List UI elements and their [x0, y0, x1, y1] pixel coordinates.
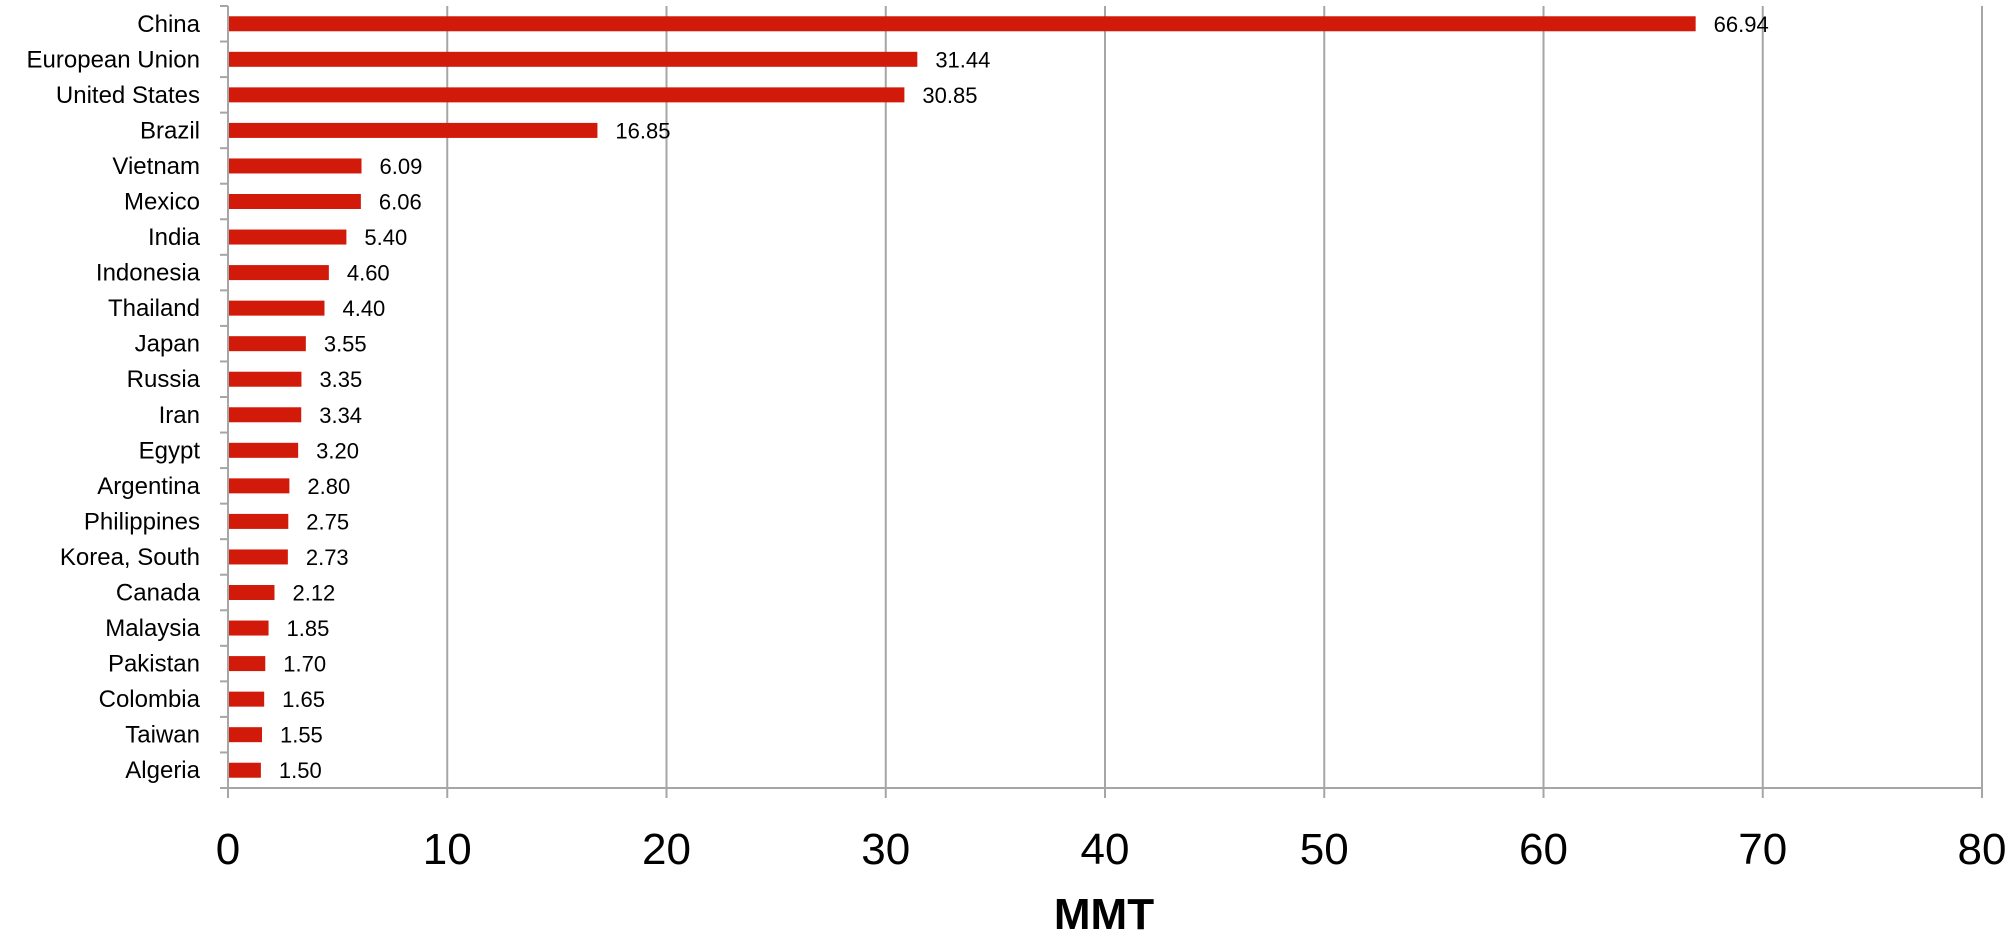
x-tick-label: 0 — [216, 825, 240, 874]
value-label: 5.40 — [364, 225, 407, 250]
bar — [228, 656, 266, 672]
category-labels: China European Union United States Brazil Vi… — [27, 11, 201, 784]
bar — [228, 229, 347, 245]
value-label: 2.12 — [292, 581, 335, 606]
x-tick-label: 30 — [861, 825, 910, 874]
category-label: Malaysia — [105, 615, 200, 642]
value-label: 3.34 — [319, 403, 362, 428]
value-label: 1.50 — [279, 758, 322, 783]
gridlines — [446, 6, 1983, 788]
value-label: 1.65 — [282, 687, 325, 712]
value-label: 4.60 — [347, 261, 390, 286]
bar — [228, 691, 265, 707]
category-label: Japan — [135, 331, 200, 358]
value-label: 1.70 — [283, 652, 326, 677]
value-label: 1.85 — [287, 616, 330, 641]
value-label: 3.55 — [324, 332, 367, 357]
category-label: Taiwan — [125, 722, 200, 749]
category-label: Korea, South — [60, 544, 200, 571]
value-label: 2.80 — [307, 474, 350, 499]
bar — [228, 87, 905, 103]
value-label: 31.44 — [935, 47, 990, 72]
x-tick-label: 60 — [1519, 825, 1568, 874]
bar — [228, 549, 288, 565]
bar — [228, 122, 598, 138]
bar — [228, 158, 362, 174]
category-label: United States — [56, 82, 200, 109]
axes — [220, 5, 1983, 798]
category-label: India — [148, 224, 201, 251]
value-label: 3.20 — [316, 438, 359, 463]
value-label: 66.94 — [1714, 12, 1769, 37]
bar — [228, 727, 262, 743]
x-tick-label: 20 — [642, 825, 691, 874]
category-label: Argentina — [97, 473, 200, 500]
category-label: European Union — [27, 46, 200, 73]
category-label: Brazil — [140, 117, 200, 144]
category-label: Indonesia — [96, 260, 201, 287]
category-label: Colombia — [99, 686, 201, 713]
category-label: Canada — [116, 580, 201, 607]
x-tick-label: 50 — [1300, 825, 1349, 874]
value-labels: 66.94 31.44 30.85 16.85 6.09 6.06 5.40 4.60 4.40… — [279, 12, 1769, 783]
bar — [228, 442, 299, 458]
value-label: 1.55 — [280, 723, 323, 748]
category-label: Algeria — [125, 757, 200, 784]
category-label: Vietnam — [112, 153, 200, 180]
category-label: Egypt — [139, 437, 201, 464]
category-label: Russia — [127, 366, 201, 393]
value-label: 16.85 — [615, 118, 670, 143]
value-label: 3.35 — [319, 367, 362, 392]
value-label: 6.06 — [379, 190, 422, 215]
bar — [228, 265, 329, 281]
bar — [228, 194, 361, 209]
value-label: 6.09 — [380, 154, 423, 179]
bar — [228, 336, 306, 352]
category-label: Thailand — [108, 295, 200, 322]
category-label: Pakistan — [108, 651, 200, 678]
x-tick-label: 40 — [1081, 825, 1130, 874]
category-label: Iran — [159, 402, 200, 429]
bar — [228, 762, 261, 778]
x-tick-label: 80 — [1958, 825, 2007, 874]
value-label: 4.40 — [342, 296, 385, 321]
bar — [228, 371, 302, 387]
bar — [228, 513, 289, 529]
x-tick-label: 10 — [423, 825, 472, 874]
value-label: 2.75 — [306, 509, 349, 534]
category-label: China — [137, 11, 200, 38]
x-tick-label: 70 — [1738, 825, 1787, 874]
bar — [228, 478, 290, 494]
bar — [228, 407, 302, 423]
bar — [228, 620, 269, 636]
bars — [228, 16, 1696, 778]
value-label: 30.85 — [922, 83, 977, 108]
x-tick-labels: 0 10 20 30 40 50 60 70 80 — [216, 825, 2007, 874]
bar — [228, 300, 325, 316]
x-axis-title: MMT — [1054, 890, 1154, 939]
value-label: 2.73 — [306, 545, 349, 570]
bar — [228, 16, 1696, 32]
category-label: Mexico — [124, 189, 200, 216]
category-label: Philippines — [84, 508, 200, 535]
bar — [228, 51, 918, 67]
bar — [228, 585, 275, 600]
